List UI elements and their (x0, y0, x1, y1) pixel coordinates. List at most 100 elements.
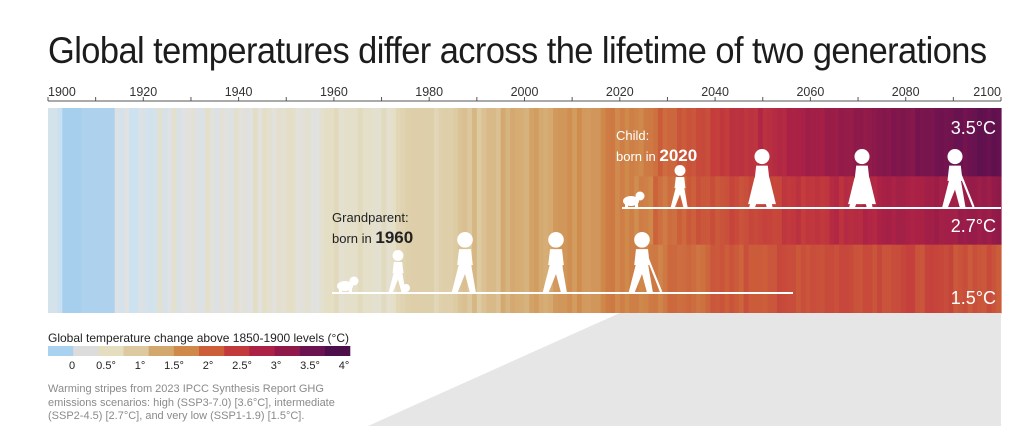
stripe-3.5°C-2073 (872, 108, 878, 177)
stripe-3.5°C-2063 (824, 108, 831, 177)
stripe-3.5°C-2090 (953, 108, 959, 177)
stripe-2.7°C-2040 (715, 176, 721, 246)
stripe-2002 (534, 108, 540, 313)
stripe-2014 (591, 108, 597, 313)
stripe-1.5°C-2090 (953, 244, 959, 314)
stripe-3.5°C-2099 (996, 108, 1002, 177)
grandparent-teen-figure-head (457, 232, 473, 248)
stripe-1.5°C-2046 (743, 244, 750, 314)
child-label: Child: (616, 128, 649, 143)
stripe-1959 (329, 108, 335, 313)
stripe-2.7°C-2089 (948, 176, 954, 246)
stripe-1.5°C-2033 (681, 244, 688, 314)
stripe-1921 (148, 108, 154, 313)
stripe-2.7°C-2038 (705, 176, 711, 246)
stripe-1.5°C-2072 (867, 244, 873, 314)
stripe-1909 (90, 108, 97, 313)
stripe-1.5°C-2053 (777, 244, 783, 314)
stripe-3.5°C-2041 (719, 108, 726, 177)
x-tick-label: 1920 (129, 85, 157, 99)
legend-swatch-1 (73, 346, 99, 356)
stripe-3.5°C-2032 (676, 108, 683, 177)
stripe-2.7°C-2042 (724, 176, 730, 246)
stripe-3.5°C-2053 (777, 108, 783, 177)
stripe-3.5°C-2030 (667, 108, 673, 177)
stripe-1960 (333, 108, 340, 313)
stripe-1.5°C-2060 (810, 244, 816, 314)
stripe-3.5°C-2070 (858, 108, 864, 177)
stripe-3.5°C-2079 (900, 108, 907, 177)
stripe-1955 (310, 108, 316, 313)
stripe-2.7°C-2063 (824, 176, 831, 246)
stripe-3.5°C-2072 (867, 108, 873, 177)
stripe-1996 (505, 108, 511, 313)
stripe-1907 (81, 108, 87, 313)
stripe-3.5°C-2058 (800, 108, 807, 177)
stripe-1.5°C-2036 (696, 244, 702, 314)
stripe-1979 (424, 108, 430, 313)
stripe-3.5°C-2027 (653, 108, 659, 177)
legend-swatch-3 (123, 346, 149, 356)
stripe-2.7°C-2068 (848, 176, 854, 246)
stripe-3.5°C-2025 (643, 108, 649, 177)
legend-tick-label: 3° (270, 360, 282, 372)
stripe-3.5°C-2028 (657, 108, 664, 177)
stripe-1982 (438, 108, 445, 313)
stripe-2.7°C-2030 (667, 176, 673, 246)
child-born-year: 2020 (659, 146, 697, 165)
stripe-2019 (615, 108, 621, 313)
stripe-1.5°C-2068 (848, 244, 854, 314)
stripe-2.7°C-2033 (681, 176, 688, 246)
stripe-1.5°C-2088 (943, 244, 950, 314)
x-tick-label: 1960 (320, 85, 348, 99)
stripe-1954 (305, 108, 311, 313)
stripe-1940 (238, 108, 244, 313)
grandparent-adult-figure-head (548, 232, 564, 248)
stripe-3.5°C-2046 (743, 108, 750, 177)
stripe-1903 (62, 108, 68, 313)
child-elder-figure-torso (947, 165, 963, 181)
chart-title: Global temperatures differ across the li… (48, 30, 987, 71)
stripe-2022 (629, 108, 635, 313)
stripe-3.5°C-2086 (934, 108, 940, 177)
stripe-1934 (210, 108, 216, 313)
stripe-2.7°C-2082 (915, 176, 921, 246)
grandparent-adult-figure (542, 232, 567, 292)
stripe-1.5°C-2071 (862, 244, 869, 314)
stripe-3.5°C-2043 (729, 108, 735, 177)
stripe-1.5°C-2061 (815, 244, 821, 314)
stripe-2.7°C-2041 (719, 176, 726, 246)
stripe-1961 (338, 108, 345, 313)
stripes (48, 108, 1002, 314)
stripe-1988 (467, 108, 473, 313)
stripe-2.7°C-2065 (834, 176, 840, 246)
stripe-1963 (348, 108, 354, 313)
stripe-3.5°C-2054 (781, 108, 788, 177)
stripe-2.7°C-2051 (767, 176, 773, 246)
legend-swatch-11 (324, 346, 351, 356)
stripe-1992 (486, 108, 492, 313)
grandparent-adult-figure-torso (548, 249, 564, 265)
stripe-2.7°C-2080 (905, 176, 912, 246)
stripe-2.7°C-2036 (696, 176, 702, 246)
stripe-2.7°C-2081 (910, 176, 916, 246)
stripe-1942 (248, 108, 254, 313)
stripe-1984 (448, 108, 454, 313)
child-baby-figure-leg (625, 203, 628, 207)
stripe-1.5°C-2056 (791, 244, 797, 314)
stripe-2.7°C-2073 (872, 176, 878, 246)
life-figures (332, 149, 1001, 294)
stripe-1.5°C-2073 (872, 244, 878, 314)
legend-swatch-5 (173, 346, 200, 356)
stripe-2.7°C-2092 (962, 176, 969, 246)
stripe-1927 (176, 108, 183, 313)
stripe-1957 (319, 108, 325, 313)
stripe-1.5°C-2083 (919, 244, 926, 314)
stripe-1930 (190, 108, 197, 313)
stripe-1926 (171, 108, 178, 313)
stripe-3.5°C-2069 (853, 108, 859, 177)
stripe-1991 (481, 108, 487, 313)
legend-tick-label: 2° (202, 360, 214, 372)
stripe-2016 (600, 108, 607, 313)
